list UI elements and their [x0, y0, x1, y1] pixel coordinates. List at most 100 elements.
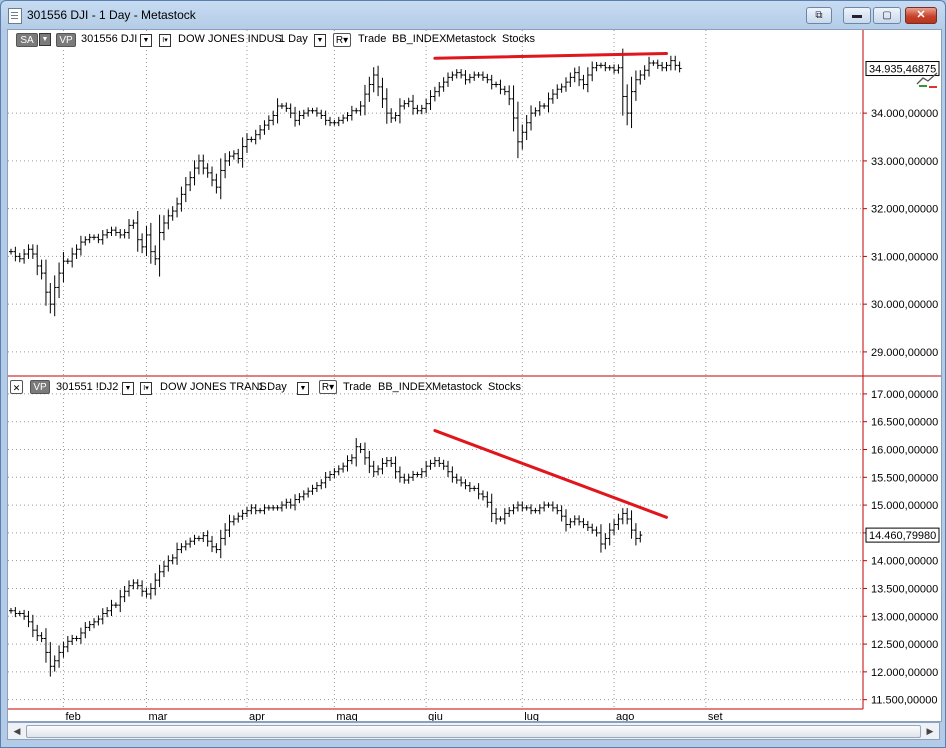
dji-price-bar-134 — [594, 61, 599, 72]
scroll-thumb[interactable] — [26, 725, 921, 738]
djt-price-bar-32 — [148, 583, 153, 600]
dji-price-bar-81 — [362, 84, 367, 116]
period-dropdown-icon-2[interactable]: ▼ — [297, 382, 309, 395]
dji-price-bar-96 — [428, 90, 433, 110]
minimize-icon: ▬ — [852, 10, 862, 21]
dji-price-bar-69 — [310, 107, 315, 114]
djt-price-bar-43 — [196, 535, 201, 542]
sa-dropdown-icon[interactable]: ▼ — [39, 33, 51, 46]
djt-price-bar-64 — [288, 498, 293, 509]
djt-price-bar-1 — [13, 607, 18, 618]
djt-price-bar-108 — [480, 490, 485, 501]
chart-type-dropdown-icon-2[interactable]: I▾ — [140, 382, 152, 395]
sa-button[interactable]: SA — [16, 33, 38, 47]
r-button-2[interactable]: R▾ — [319, 380, 337, 394]
dji-price-bar-61 — [275, 98, 280, 124]
dji-price-bar-130 — [577, 66, 582, 87]
vp-button[interactable]: VP — [56, 33, 76, 47]
chart-area[interactable]: feb mar apr mag giu lug ago set 29.000,00000 30.0… — [7, 29, 942, 722]
vp-button-2[interactable]: VP — [30, 380, 50, 394]
dji-price-bar-34 — [157, 214, 162, 277]
djt-price-bar-23 — [109, 599, 114, 617]
dji-price-bar-73 — [328, 116, 333, 127]
dji-price-bar-7 — [39, 259, 44, 280]
djt-price-bar-74 — [332, 468, 337, 479]
dji-price-bar-82 — [367, 76, 372, 102]
security-dropdown-icon-2[interactable]: ▼ — [122, 382, 134, 395]
x-tick-label-mar: mar — [148, 711, 167, 721]
dji-price-bar-65 — [293, 106, 298, 127]
djt-price-bar-37 — [170, 554, 175, 565]
last-price-box-djt: 14.460,79980 — [865, 527, 940, 543]
close-pane-button[interactable]: ✕ — [10, 380, 23, 394]
djt-price-bar-88 — [393, 456, 398, 479]
djt-price-bar-72 — [323, 471, 328, 489]
dji-price-bar-24 — [113, 226, 118, 237]
period-dropdown-icon[interactable]: ▼ — [314, 34, 326, 47]
title-bar[interactable]: 301556 DJI - 1 Day - Metastock ⧉ ▬ ▢ ✕ — [1, 1, 945, 29]
dji-price-bar-108 — [480, 71, 485, 81]
minimize-button[interactable]: ▬ — [843, 7, 871, 24]
djt-price-bar-143 — [633, 523, 638, 546]
chart-canvas[interactable]: feb mar apr mag giu lug ago set 29.000,00000 30.0… — [8, 30, 941, 721]
dji-price-bar-10 — [52, 275, 57, 317]
scroll-left-icon[interactable]: ◀ — [13, 726, 21, 736]
restore-icon-button[interactable]: ⧉ — [806, 7, 832, 24]
dji-price-bar-27 — [126, 219, 131, 239]
djt-price-bar-96 — [428, 459, 433, 470]
djt-price-bar-27 — [126, 580, 131, 597]
horizontal-scrollbar[interactable]: ◀ ▶ — [7, 722, 940, 740]
djt-price-bar-115 — [511, 504, 516, 515]
maximize-button[interactable]: ▢ — [873, 7, 901, 24]
dji-price-bar-15 — [74, 244, 79, 259]
dji-price-bar-38 — [175, 197, 180, 218]
djt-price-bar-20 — [96, 615, 101, 626]
djt-price-bar-119 — [529, 504, 534, 515]
dji-price-bar-41 — [188, 171, 193, 192]
djt-price-bar-14 — [70, 634, 75, 645]
dji-price-bar-56 — [253, 129, 258, 145]
dji-price-bar-112 — [498, 79, 503, 95]
dji-price-bar-48 — [218, 158, 223, 200]
scroll-right-icon[interactable]: ▶ — [926, 726, 934, 736]
r-button[interactable]: R▾ — [333, 33, 351, 47]
djt-price-bar-71 — [319, 479, 324, 490]
djt-price-bar-79 — [354, 438, 359, 467]
dji-price-bar-147 — [651, 60, 656, 66]
x-tick-label-set: set — [708, 711, 723, 721]
djt-price-bar-85 — [380, 458, 385, 475]
dji-price-bar-136 — [603, 61, 608, 72]
djt-price-bar-33 — [153, 573, 158, 596]
djt-price-bar-36 — [166, 555, 171, 572]
y-tick-label: 33.000,00000 — [871, 156, 938, 168]
djt-price-bar-34 — [157, 564, 162, 588]
djt-price-bar-93 — [415, 471, 420, 478]
djt-price-bar-63 — [284, 498, 289, 509]
chart-type-dropdown-icon[interactable]: I▾ — [159, 34, 171, 47]
dji-price-bar-9 — [48, 283, 53, 314]
dji-price-bar-79 — [354, 107, 359, 114]
dji-price-bar-120 — [533, 107, 538, 117]
security-dropdown-icon[interactable]: ▼ — [140, 34, 152, 47]
indicator-tool-icon[interactable] — [915, 70, 941, 90]
djt-price-bar-81 — [362, 442, 367, 465]
djt-price-bar-66 — [297, 493, 302, 504]
dji-price-bar-75 — [336, 116, 341, 127]
dji-price-bar-84 — [376, 65, 381, 97]
dji-price-bar-135 — [598, 62, 603, 69]
dji-price-bar-25 — [118, 229, 123, 239]
close-button[interactable]: ✕ — [905, 7, 937, 24]
dji-price-bar-67 — [301, 109, 306, 120]
djt-price-bar-112 — [498, 516, 503, 522]
y-tick-label: 34.000,00000 — [871, 108, 938, 120]
djt-price-bar-105 — [467, 481, 472, 493]
dji-price-bar-91 — [406, 97, 411, 108]
djt-price-bar-5 — [30, 614, 35, 638]
djt-price-bar-107 — [476, 483, 481, 500]
djt-price-bar-55 — [249, 504, 254, 515]
dji-price-bar-71 — [319, 109, 324, 120]
dji-price-bar-58 — [262, 120, 267, 135]
dji-price-bar-55 — [249, 136, 254, 143]
restore-icon: ⧉ — [815, 10, 823, 21]
djt-price-bar-17 — [83, 622, 88, 639]
